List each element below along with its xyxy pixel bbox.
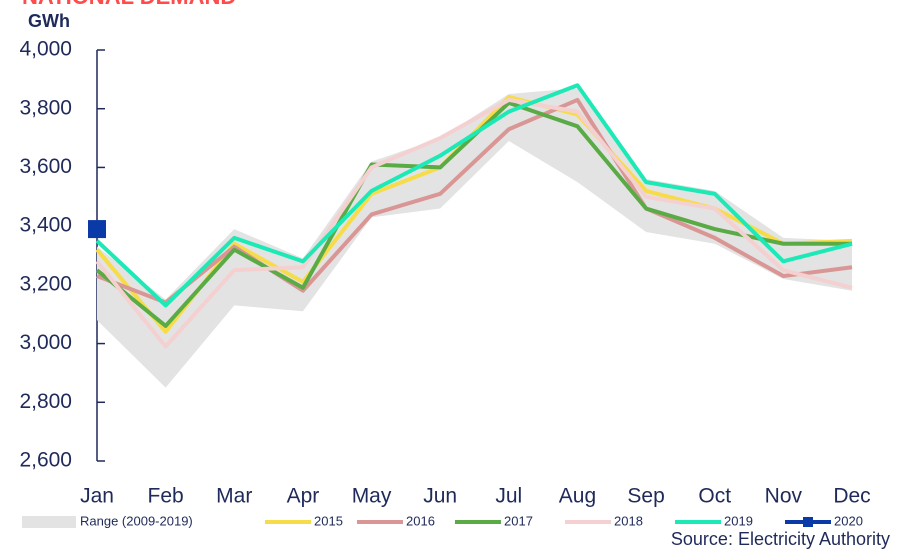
x-tick-label: Jan xyxy=(80,485,114,508)
y-axis-label: GWh xyxy=(28,11,70,31)
source: Source: Electricity Authority xyxy=(671,529,890,549)
y-tick-label: 2,800 xyxy=(19,390,72,413)
legend-marker xyxy=(803,517,813,527)
x-tick-label: Nov xyxy=(765,485,803,508)
y-tick-label: 3,600 xyxy=(19,155,72,178)
y-tick-label: 2,600 xyxy=(19,449,72,472)
legend-label: 2015 xyxy=(314,513,343,528)
range-band xyxy=(97,88,852,388)
x-tick-label: Jun xyxy=(423,485,457,508)
x-tick-label: Dec xyxy=(833,485,870,508)
legend-label: 2016 xyxy=(406,513,435,528)
x-tick-label: Aug xyxy=(559,485,596,508)
legend-label: 2017 xyxy=(504,513,533,528)
y-tick-label: 3,800 xyxy=(19,96,72,119)
x-tick-label: Feb xyxy=(148,485,184,508)
x-tick-label: Sep xyxy=(627,485,664,508)
chart-title: NATIONAL DEMAND xyxy=(22,0,236,9)
series-line xyxy=(95,97,853,349)
legend-label: 2018 xyxy=(614,513,643,528)
y-tick-label: 3,200 xyxy=(19,272,72,295)
x-tick-label: Apr xyxy=(287,485,320,508)
x-tick-label: Mar xyxy=(216,485,252,508)
legend-label: Range (2009-2019) xyxy=(80,513,193,528)
y-tick-label: 3,400 xyxy=(19,214,72,237)
series-line xyxy=(96,97,853,305)
legend-label: 2019 xyxy=(724,513,753,528)
series-line xyxy=(95,83,853,308)
y-tick-label: 3,000 xyxy=(19,331,72,354)
y-tick-label: 4,000 xyxy=(19,38,72,61)
x-tick-label: May xyxy=(352,485,392,508)
legend-swatch xyxy=(22,516,76,528)
x-tick-label: Jul xyxy=(495,485,522,508)
series-marker xyxy=(88,220,106,239)
x-tick-label: Oct xyxy=(698,485,731,508)
legend-label: 2020 xyxy=(834,513,863,528)
